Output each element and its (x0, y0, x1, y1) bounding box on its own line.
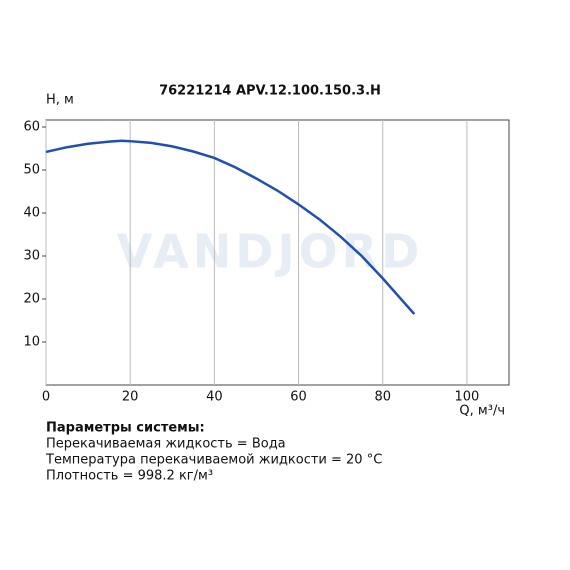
y-tick-label: 60 (23, 120, 40, 135)
chart-title: 76221214 APV.12.100.150.3.H (159, 84, 381, 99)
y-tick-label: 10 (23, 335, 40, 350)
param-line: Перекачиваемая жидкость = Вода (46, 437, 286, 452)
x-tick-label: 100 (454, 390, 479, 405)
params-title: Параметры системы: (46, 421, 205, 436)
y-tick-label: 30 (23, 249, 40, 264)
x-tick-label: 40 (206, 390, 223, 405)
y-tick-label: 50 (23, 163, 40, 178)
y-tick-label: 40 (23, 206, 40, 221)
x-tick-label: 0 (42, 390, 50, 405)
x-axis-label: Q, м³/ч (459, 404, 505, 419)
curve (45, 139, 416, 315)
x-tick-label: 20 (122, 390, 139, 405)
x-tick-label: 60 (290, 390, 307, 405)
watermark: VANDJORD (117, 225, 424, 279)
y-tick-label: 20 (23, 292, 40, 307)
x-tick-label: 80 (374, 390, 391, 405)
param-line: Температура перекачиваемой жидкости = 20… (45, 453, 382, 468)
y-axis-label: H, м (46, 93, 74, 108)
param-line: Плотность = 998.2 кг/м³ (46, 469, 213, 484)
